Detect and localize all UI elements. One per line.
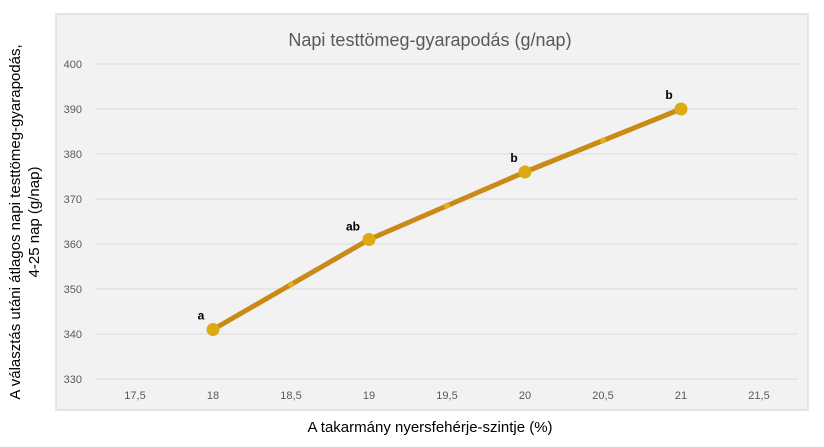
y-axis-title-line2: 4-25 nap (g/nap) (26, 167, 43, 278)
data-point (518, 165, 532, 179)
data-point (674, 102, 688, 116)
x-tick-label: 20 (519, 390, 531, 402)
y-tick-label: 380 (64, 149, 82, 161)
point-label: ab (346, 220, 360, 234)
point-labels: a ab b b (198, 88, 673, 323)
x-tick-labels: 17,5 18 18,5 19 19,5 20 20,5 21 21,5 (124, 390, 769, 402)
y-axis-title-line1: A választás utáni átlagos napi testtömeg… (7, 44, 24, 399)
x-tick-label: 19 (363, 390, 375, 402)
midpoint-markers (288, 137, 606, 288)
y-tick-label: 400 (64, 59, 82, 71)
x-tick-label: 20,5 (592, 390, 613, 402)
y-tick-label: 370 (64, 194, 82, 206)
data-point (362, 233, 376, 246)
y-tick-labels: 330 340 350 360 370 380 390 400 (64, 59, 82, 386)
data-point (206, 323, 220, 336)
y-tick-label: 340 (64, 329, 82, 341)
y-tick-label: 330 (64, 374, 82, 386)
y-tick-label: 390 (64, 104, 82, 116)
data-points (206, 102, 688, 336)
midpoint-marker (600, 137, 606, 144)
x-tick-label: 18 (207, 390, 219, 402)
y-tick-label: 360 (64, 239, 82, 251)
midpoint-marker (288, 281, 294, 288)
point-label: b (510, 151, 517, 165)
point-label: a (198, 309, 205, 323)
midpoint-marker (444, 202, 450, 209)
x-tick-label: 19,5 (436, 390, 457, 402)
y-tick-label: 350 (64, 284, 82, 296)
chart-title: Napi testtömeg-gyarapodás (g/nap) (288, 30, 571, 50)
x-axis-title: A takarmány nyersfehérje-szintje (%) (307, 419, 552, 436)
x-tick-label: 21,5 (748, 390, 769, 402)
x-tick-label: 18,5 (280, 390, 301, 402)
x-tick-label: 21 (675, 390, 687, 402)
point-label: b (665, 88, 672, 102)
x-tick-label: 17,5 (124, 390, 145, 402)
